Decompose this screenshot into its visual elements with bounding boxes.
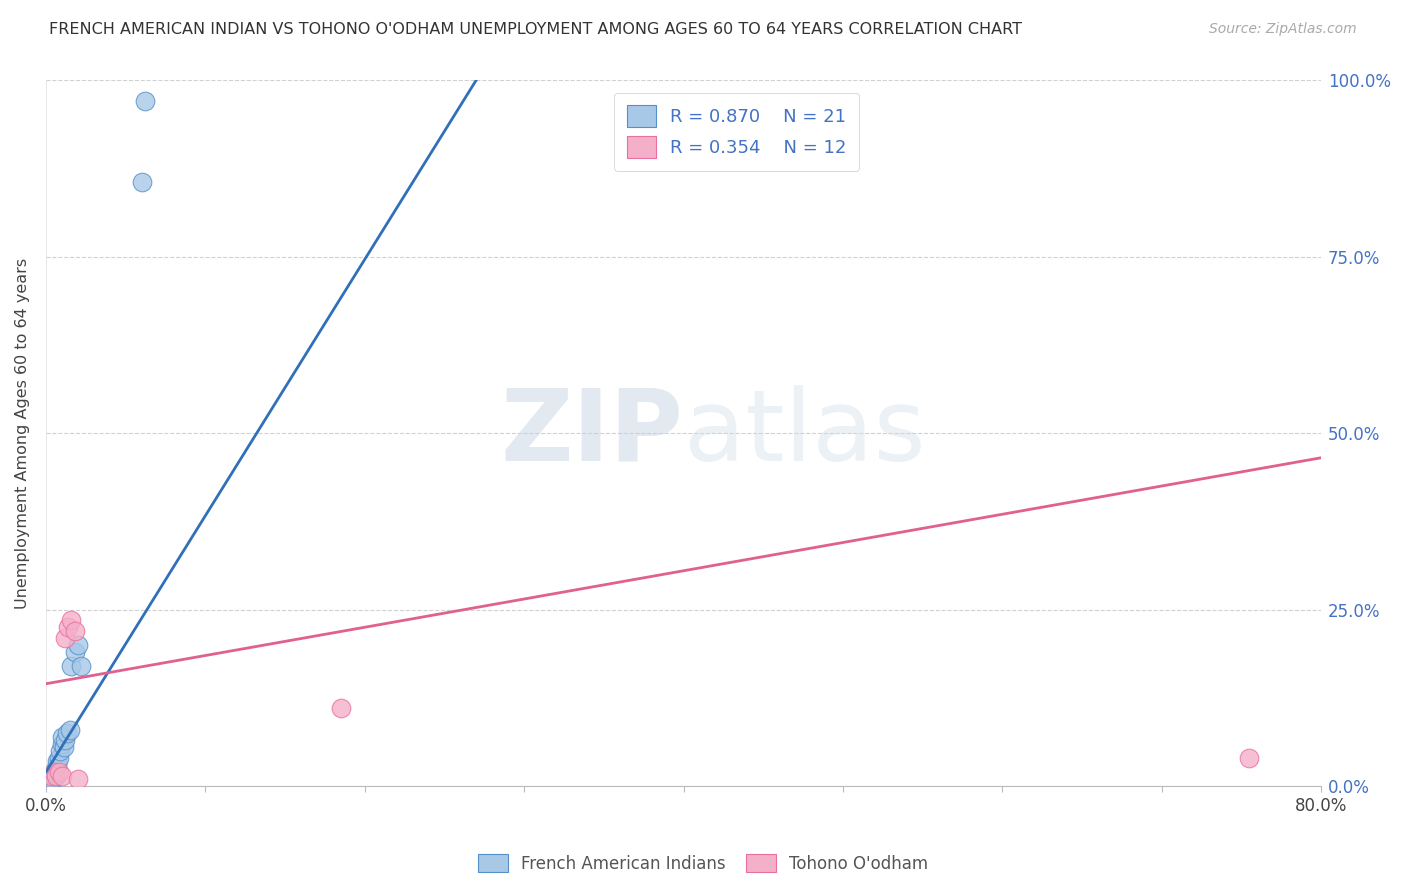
Point — [131, 175, 153, 189]
Point — [58, 620, 80, 634]
Point — [46, 755, 69, 769]
Text: ZIP: ZIP — [501, 384, 683, 482]
Text: Source: ZipAtlas.com: Source: ZipAtlas.com — [1209, 22, 1357, 37]
Text: atlas: atlas — [683, 384, 925, 482]
Point — [42, 768, 65, 782]
Point — [53, 631, 76, 645]
Point — [44, 768, 66, 782]
Point — [48, 751, 70, 765]
Legend: R = 0.870    N = 21, R = 0.354    N = 12: R = 0.870 N = 21, R = 0.354 N = 12 — [614, 93, 859, 171]
Point — [51, 737, 73, 751]
Text: FRENCH AMERICAN INDIAN VS TOHONO O'ODHAM UNEMPLOYMENT AMONG AGES 60 TO 64 YEARS : FRENCH AMERICAN INDIAN VS TOHONO O'ODHAM… — [49, 22, 1022, 37]
Point — [53, 733, 76, 747]
Point — [66, 772, 89, 786]
Point — [51, 730, 73, 744]
Point — [134, 94, 156, 108]
Point — [51, 768, 73, 782]
Point — [48, 764, 70, 779]
Point — [66, 638, 89, 652]
Point — [49, 744, 72, 758]
Point — [52, 740, 75, 755]
Point — [42, 764, 65, 779]
Point — [60, 659, 83, 673]
Point — [1239, 751, 1261, 765]
Legend: French American Indians, Tohono O'odham: French American Indians, Tohono O'odham — [471, 847, 935, 880]
Point — [39, 775, 62, 789]
Point — [63, 624, 86, 638]
Y-axis label: Unemployment Among Ages 60 to 64 years: Unemployment Among Ages 60 to 64 years — [15, 258, 30, 608]
Point — [42, 764, 65, 779]
Point — [59, 723, 82, 737]
Point — [63, 645, 86, 659]
Point — [329, 701, 352, 715]
Point — [60, 613, 83, 627]
Point — [70, 659, 93, 673]
Point — [46, 758, 69, 772]
Point — [55, 726, 77, 740]
Point — [44, 762, 66, 776]
Point — [39, 768, 62, 782]
Point — [41, 772, 63, 786]
